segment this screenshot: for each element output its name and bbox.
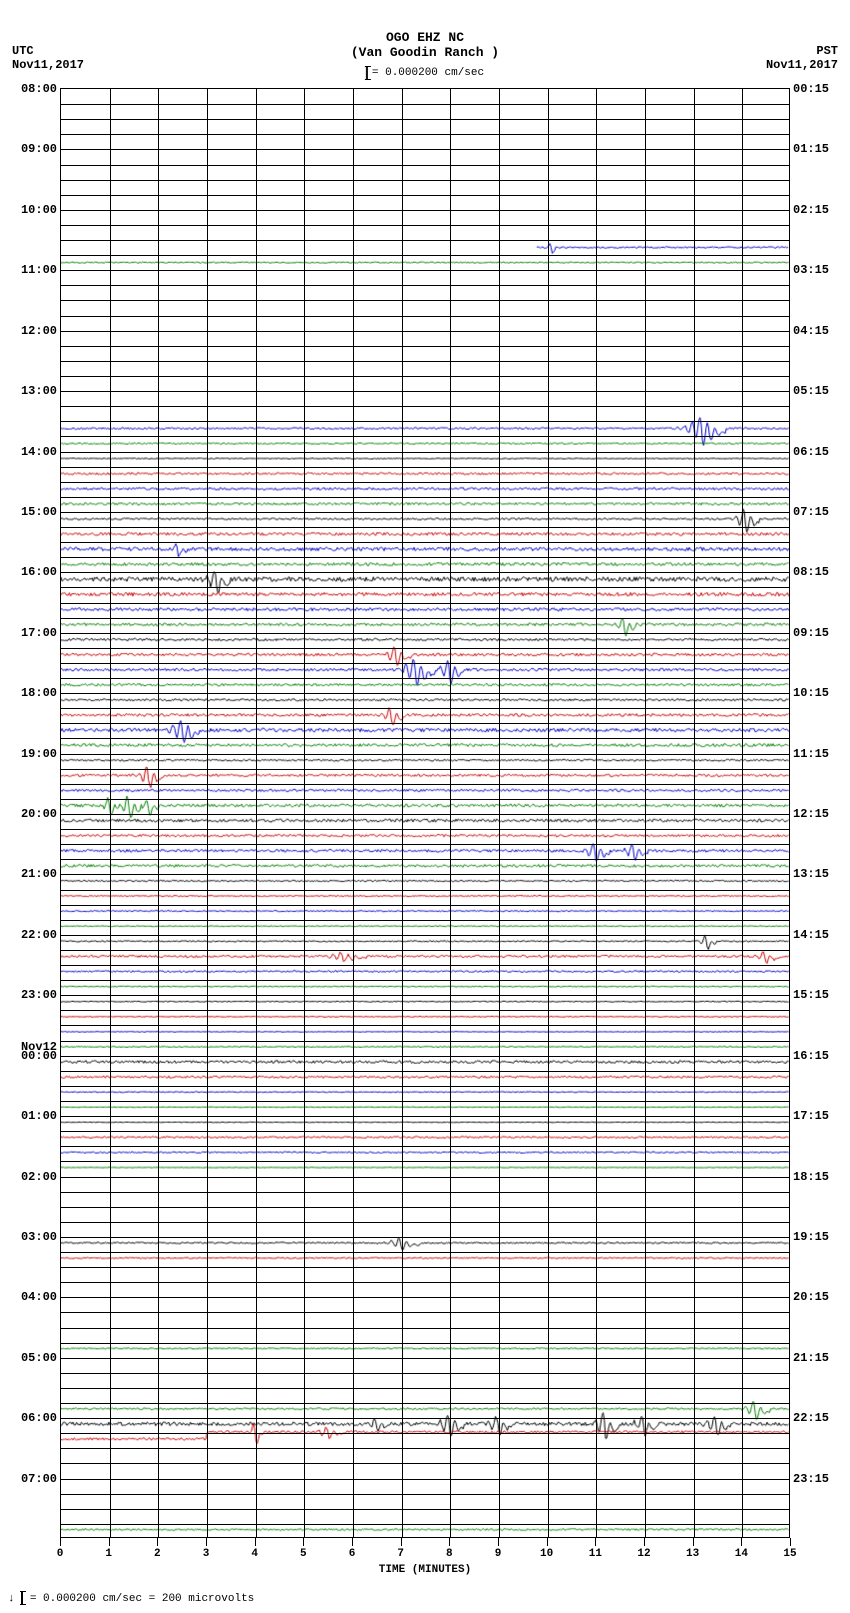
x-axis-title: TIME (MINUTES) bbox=[379, 1564, 471, 1576]
utc-time-label: 05:00 bbox=[21, 1351, 57, 1365]
x-tick-label: 12 bbox=[637, 1548, 650, 1560]
footer-prefix: ↓ bbox=[8, 1593, 15, 1605]
x-tick-label: 10 bbox=[540, 1548, 553, 1560]
x-tick-label: 3 bbox=[203, 1548, 210, 1560]
pst-time-label: 02:15 bbox=[793, 203, 829, 217]
x-tick-label: 14 bbox=[735, 1548, 748, 1560]
pst-time-label: 03:15 bbox=[793, 263, 829, 277]
scale-tick-icon bbox=[366, 66, 368, 80]
x-tick-label: 9 bbox=[495, 1548, 502, 1560]
utc-time-label: 06:00 bbox=[21, 1411, 57, 1425]
x-tick-label: 13 bbox=[686, 1548, 699, 1560]
footer-scale: ↓ = 0.000200 cm/sec = 200 microvolts bbox=[8, 1591, 254, 1605]
utc-time-label: 12:00 bbox=[21, 324, 57, 338]
pst-time-label: 10:15 bbox=[793, 686, 829, 700]
pst-time-label: 01:15 bbox=[793, 142, 829, 156]
pst-time-label: 14:15 bbox=[793, 928, 829, 942]
seismogram-plot: 08:0009:0010:0011:0012:0013:0014:0015:00… bbox=[60, 88, 790, 1538]
utc-time-label: 08:00 bbox=[21, 82, 57, 96]
footer-text: = 0.000200 cm/sec = 200 microvolts bbox=[30, 1593, 254, 1605]
pst-time-label: 17:15 bbox=[793, 1109, 829, 1123]
utc-time-label: 10:00 bbox=[21, 203, 57, 217]
utc-time-label: 14:00 bbox=[21, 445, 57, 459]
pst-time-label: 08:15 bbox=[793, 565, 829, 579]
pst-time-label: 07:15 bbox=[793, 505, 829, 519]
scale-text: = 0.000200 cm/sec bbox=[372, 67, 484, 79]
pst-time-label: 19:15 bbox=[793, 1230, 829, 1244]
pst-time-label: 16:15 bbox=[793, 1049, 829, 1063]
scale-bar: = 0.000200 cm/sec bbox=[366, 66, 484, 80]
x-tick-label: 7 bbox=[397, 1548, 404, 1560]
utc-time-label: 03:00 bbox=[21, 1230, 57, 1244]
pst-time-label: 23:15 bbox=[793, 1472, 829, 1486]
pst-time-label: 12:15 bbox=[793, 807, 829, 821]
pst-time-label: 00:15 bbox=[793, 82, 829, 96]
x-tick-label: 5 bbox=[300, 1548, 307, 1560]
pst-time-label: 13:15 bbox=[793, 867, 829, 881]
utc-time-label: 23:00 bbox=[21, 988, 57, 1002]
header: OGO EHZ NC (Van Goodin Ranch ) bbox=[0, 30, 850, 60]
tz-right-label: PST bbox=[816, 44, 838, 58]
utc-time-label: 04:00 bbox=[21, 1290, 57, 1304]
date-left-label: Nov11,2017 bbox=[12, 58, 84, 72]
utc-time-label: 22:00 bbox=[21, 928, 57, 942]
pst-time-label: 18:15 bbox=[793, 1170, 829, 1184]
utc-time-label: 20:00 bbox=[21, 807, 57, 821]
station-code: OGO EHZ NC bbox=[0, 30, 850, 45]
utc-time-label: 21:00 bbox=[21, 867, 57, 881]
pst-time-label: 21:15 bbox=[793, 1351, 829, 1365]
pst-time-label: 11:15 bbox=[793, 747, 829, 761]
pst-time-label: 15:15 bbox=[793, 988, 829, 1002]
x-tick-label: 6 bbox=[349, 1548, 356, 1560]
x-tick-label: 8 bbox=[446, 1548, 453, 1560]
footer-scale-tick-icon bbox=[21, 1591, 23, 1605]
date-right-label: Nov11,2017 bbox=[766, 58, 838, 72]
utc-time-label: 13:00 bbox=[21, 384, 57, 398]
pst-time-label: 06:15 bbox=[793, 445, 829, 459]
x-tick-label: 1 bbox=[105, 1548, 112, 1560]
utc-time-label: 11:00 bbox=[21, 263, 57, 277]
pst-time-label: 05:15 bbox=[793, 384, 829, 398]
utc-time-label: 09:00 bbox=[21, 142, 57, 156]
pst-time-label: 20:15 bbox=[793, 1290, 829, 1304]
pst-time-label: 04:15 bbox=[793, 324, 829, 338]
x-tick-label: 15 bbox=[783, 1548, 796, 1560]
x-tick-label: 0 bbox=[57, 1548, 64, 1560]
utc-time-label: 17:00 bbox=[21, 626, 57, 640]
utc-time-label: 02:00 bbox=[21, 1170, 57, 1184]
utc-time-label: 19:00 bbox=[21, 747, 57, 761]
x-tick-label: 2 bbox=[154, 1548, 161, 1560]
pst-time-label: 09:15 bbox=[793, 626, 829, 640]
utc-time-label: 01:00 bbox=[21, 1109, 57, 1123]
tz-left-label: UTC bbox=[12, 44, 34, 58]
trace-canvas bbox=[61, 89, 789, 1537]
pst-time-label: 22:15 bbox=[793, 1411, 829, 1425]
utc-time-label: 16:00 bbox=[21, 565, 57, 579]
x-tick-label: 11 bbox=[589, 1548, 602, 1560]
x-tick-label: 4 bbox=[251, 1548, 258, 1560]
utc-time-label: 18:00 bbox=[21, 686, 57, 700]
x-axis: TIME (MINUTES) 0123456789101112131415 bbox=[60, 1538, 790, 1578]
station-name: (Van Goodin Ranch ) bbox=[0, 45, 850, 60]
utc-time-label: 07:00 bbox=[21, 1472, 57, 1486]
utc-time-label: 15:00 bbox=[21, 505, 57, 519]
day-change-label: Nov12 bbox=[21, 1040, 57, 1054]
